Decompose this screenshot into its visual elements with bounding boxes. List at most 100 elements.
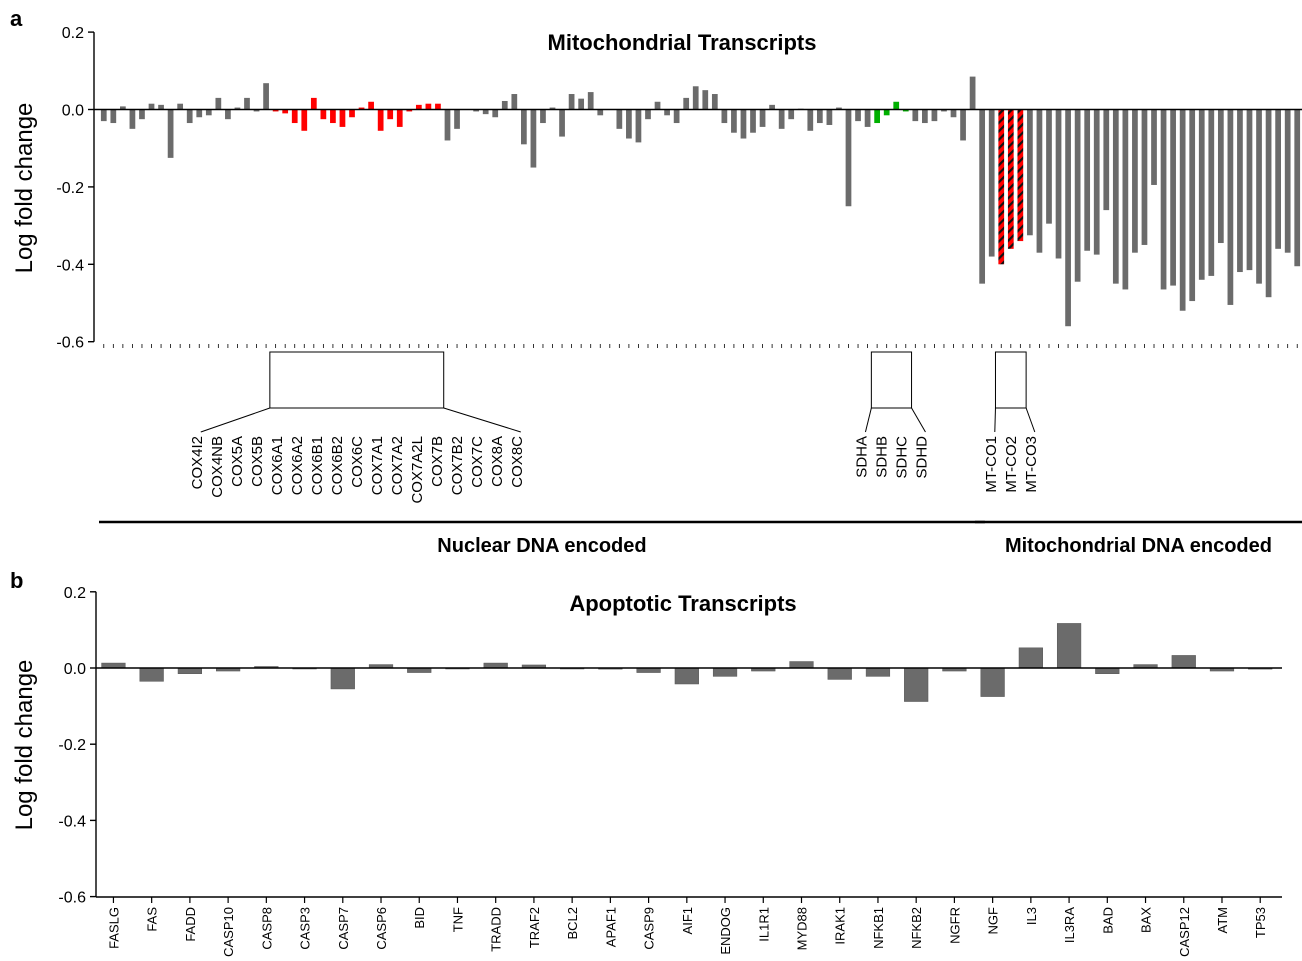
bar (1018, 647, 1043, 669)
bar (1112, 109, 1119, 284)
bar (874, 109, 880, 124)
bar (750, 109, 756, 133)
bar (186, 109, 193, 124)
bar (501, 100, 508, 110)
x-tick-label: CASP3 (298, 907, 313, 950)
bar (664, 109, 670, 116)
bar (1160, 109, 1167, 290)
bar (301, 109, 308, 131)
x-tick-label: ATM (1215, 907, 1230, 933)
bar (1122, 109, 1129, 290)
callout-label: COX6C (349, 436, 366, 488)
bar (1217, 109, 1224, 244)
bar (110, 109, 117, 124)
callout-label: SDHC (893, 436, 910, 479)
bar (100, 109, 107, 122)
callout-box (994, 351, 1027, 409)
bar (721, 109, 728, 124)
callout-connector (443, 407, 521, 433)
bar (1095, 667, 1120, 674)
callout-label: COX6A1 (269, 436, 286, 495)
x-tick-label: ENDOG (718, 907, 733, 955)
bar (530, 109, 537, 168)
bar (521, 109, 527, 145)
bar (1170, 109, 1176, 286)
bar (827, 667, 852, 680)
y-tick-label: 0.2 (62, 25, 84, 42)
x-tick-label: MYD88 (795, 907, 810, 950)
bar (1171, 655, 1196, 669)
bar (167, 109, 174, 158)
bar (645, 109, 651, 120)
callout-box (870, 351, 913, 409)
bar (396, 109, 403, 127)
bar (673, 109, 680, 124)
bar (358, 107, 365, 110)
bar (549, 107, 556, 110)
bar (980, 667, 1005, 697)
bar (1227, 109, 1234, 305)
bar (807, 109, 814, 131)
callout-label: SDHD (913, 436, 930, 479)
bar (540, 109, 546, 124)
bar (597, 109, 604, 116)
bar (120, 106, 126, 110)
bar (387, 109, 394, 120)
x-tick-label: TP53 (1253, 907, 1268, 938)
callout-label: COX7A2 (389, 436, 406, 495)
bar (788, 109, 795, 120)
bar (320, 109, 327, 120)
bar (578, 98, 585, 110)
bar (626, 109, 632, 139)
bar (568, 94, 575, 110)
bar (158, 104, 164, 110)
bar (731, 109, 737, 133)
bar (177, 103, 184, 110)
bar (1198, 109, 1205, 280)
bar (1141, 109, 1148, 245)
bar (1294, 109, 1301, 267)
bar (148, 103, 155, 110)
bar (244, 97, 250, 110)
panel-b-letter: b (10, 568, 23, 593)
bar (1007, 109, 1014, 249)
callout-connector (200, 407, 271, 433)
bar (377, 109, 384, 131)
bar (587, 92, 594, 110)
bar (330, 667, 355, 690)
bar (1084, 109, 1091, 251)
bar (473, 109, 479, 112)
bar (1208, 109, 1215, 276)
x-tick-label: BID (412, 907, 427, 929)
x-tick-label: AIF1 (680, 907, 695, 934)
bar (1017, 109, 1024, 242)
panel-a-letter: a (10, 6, 23, 31)
bar (950, 109, 957, 118)
x-tick-label: FASLG (106, 907, 121, 949)
bar (1237, 109, 1243, 273)
bar (711, 94, 718, 110)
callout-label: COX5A (229, 436, 246, 487)
bar (654, 101, 661, 110)
callout-connector (994, 407, 996, 433)
bar (816, 109, 823, 124)
y-tick-label: -0.2 (58, 737, 86, 754)
bar (979, 109, 986, 284)
x-tick-label: FADD (183, 907, 198, 942)
bar (349, 109, 355, 118)
callout-label: COX7A1 (369, 436, 386, 495)
x-tick-label: IL3 (1024, 907, 1039, 925)
bar (702, 90, 709, 110)
bar (272, 109, 279, 112)
bar (205, 109, 212, 116)
bar (931, 109, 938, 122)
x-tick-label: CASP9 (642, 907, 657, 950)
bar (674, 667, 699, 685)
callout-label: COX6B1 (309, 436, 326, 495)
bar (454, 109, 460, 129)
callout-label: COX6A2 (289, 436, 306, 495)
y-tick-label: 0.0 (62, 103, 84, 120)
bar (865, 667, 891, 677)
bar (683, 97, 690, 110)
chart-b: 0.2 0.0 -0.2 -0.4 -0.6 FASLG FAS FADD CASP10 CASP… (58, 585, 1282, 957)
